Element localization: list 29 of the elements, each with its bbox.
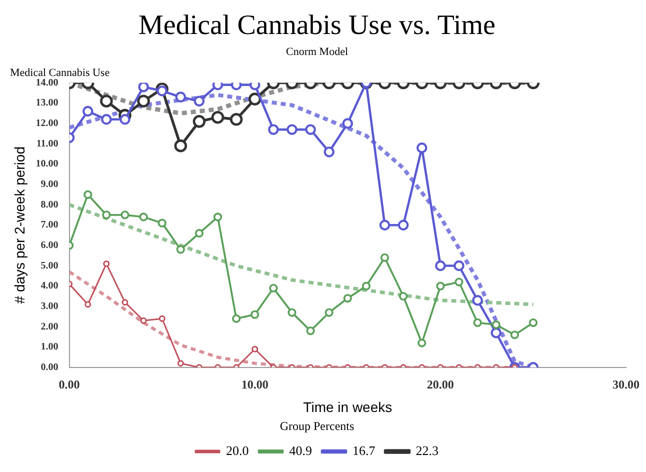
x-tick-label: 30.00 — [612, 378, 640, 392]
y-tick-label: 14.00 — [36, 77, 58, 88]
x-axis-title: Time in weeks — [303, 399, 392, 416]
y-tick-label: 4.00 — [40, 280, 58, 292]
x-tick-label: 20.00 — [426, 378, 454, 392]
x-tick-label: 0.00 — [58, 378, 80, 392]
text: Medical Cannabis Use — [10, 67, 110, 80]
y-tick-label: 9.00 — [40, 179, 58, 190]
y-tick-label: 3.00 — [40, 300, 58, 312]
legend-label: 40.9 — [289, 442, 312, 458]
y-tick-label: 5.00 — [40, 260, 58, 272]
chart-title: Medical Cannabis Use vs. Time — [138, 10, 496, 42]
chart-subtitle: Cnorm Model — [286, 46, 348, 58]
legend-label: 20.0 — [226, 442, 249, 458]
legend-title: Group Percents — [280, 418, 354, 433]
y-tick-label: 11.00 — [36, 138, 58, 150]
y-tick-label: 1.00 — [40, 342, 58, 353]
y-tick-label: 7.00 — [40, 220, 58, 231]
y-tick-label: 2.00 — [40, 321, 58, 332]
y-tick-label: 13.00 — [36, 98, 58, 109]
legend-label: 22.3 — [416, 442, 438, 458]
y-axis-title: # days per 2-week period — [11, 146, 28, 304]
y-tick-label: 8.00 — [40, 199, 58, 210]
y-tick-label: 10.00 — [36, 158, 58, 170]
y-tick-label: 0.00 — [40, 362, 58, 373]
x-tick-label: 10.00 — [241, 378, 268, 392]
y-tick-label: 12.00 — [36, 118, 58, 130]
y-tick-label: 6.00 — [40, 240, 58, 252]
legend-label: 16.7 — [352, 442, 376, 458]
